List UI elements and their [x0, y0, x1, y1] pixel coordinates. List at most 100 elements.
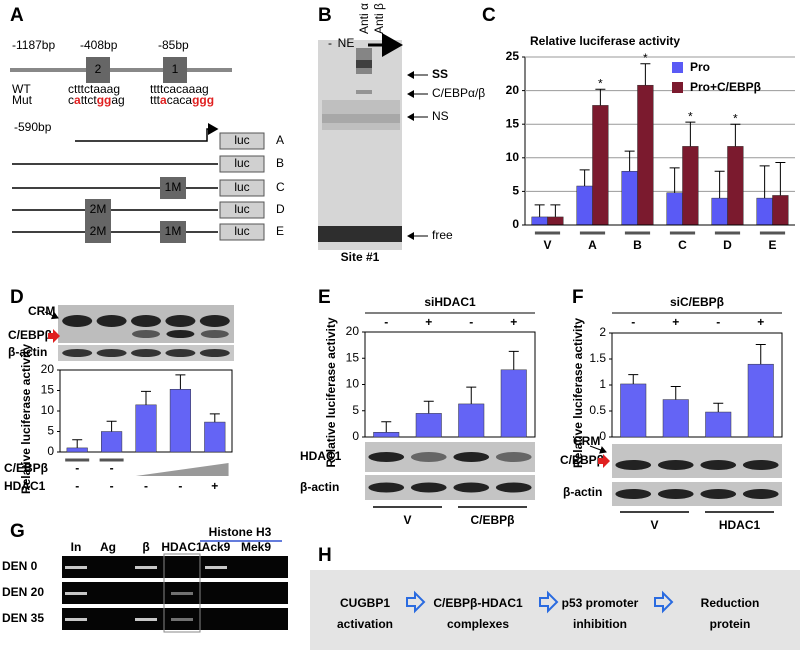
blot-band	[165, 349, 196, 357]
chart-title: Relative luciferase activity	[530, 34, 680, 48]
blot-band	[615, 489, 652, 499]
sequence-part: ag	[111, 93, 124, 107]
construct-line	[75, 123, 219, 142]
lane-label: Ack9	[202, 540, 231, 554]
chart-title: siHDAC1	[424, 295, 476, 309]
y-tick-label: 5	[47, 424, 54, 438]
construct-name: B	[276, 156, 284, 170]
blot-arrow	[589, 445, 607, 454]
y-tick-label: 1.5	[589, 351, 606, 365]
step-note: complexes	[447, 617, 509, 631]
sequence-part: ttct	[81, 93, 98, 107]
mutation-box	[160, 177, 186, 199]
y-tick-label: 0	[352, 429, 359, 443]
construct-name: C	[276, 180, 285, 194]
blot-band	[131, 315, 161, 327]
y-tick-label: 0	[512, 217, 519, 231]
bar	[727, 146, 744, 226]
error-bar	[714, 170, 725, 199]
panel-letter: F	[572, 287, 584, 308]
row-sign: -	[110, 479, 114, 493]
bar	[415, 413, 442, 438]
sequence-part: ttt	[150, 93, 161, 107]
treatment-sign: -	[469, 315, 473, 329]
blot-band	[742, 489, 779, 499]
group-label: Histone H3	[209, 525, 272, 539]
error-bar	[775, 162, 786, 196]
bar	[637, 84, 654, 226]
sequence-part: gg	[97, 93, 112, 107]
blot-label: C/EBPβ	[560, 453, 604, 467]
sequence-part: caca	[167, 93, 193, 107]
error-bar	[628, 374, 639, 384]
blot-band	[131, 349, 161, 357]
error-bar	[534, 204, 545, 217]
row-label: HDAC1	[4, 479, 46, 493]
site-label: 1	[172, 62, 179, 76]
mut-sequence: tttacacaggg	[150, 93, 214, 107]
construct-name: E	[276, 224, 284, 238]
mut-label: Mut	[12, 93, 33, 107]
error-bar	[669, 167, 680, 193]
construct-name: D	[276, 202, 285, 216]
group-label: HDAC1	[719, 518, 761, 532]
bar	[620, 383, 647, 438]
bar	[531, 216, 548, 226]
luc-box	[219, 201, 265, 219]
blot-band	[615, 460, 652, 470]
bar	[101, 431, 123, 453]
blot-band	[200, 330, 229, 338]
step-name: p53 promoter	[562, 596, 639, 610]
position-label: -1187bp	[12, 38, 55, 52]
y-axis-label: Relative luciferase activity	[19, 344, 33, 494]
pathway-arrows	[406, 590, 674, 614]
row-sign: -	[75, 479, 79, 493]
luc-box	[219, 132, 265, 150]
blot-arrow	[44, 311, 59, 320]
y-tick-label: 25	[506, 49, 520, 63]
mutation-box	[85, 221, 111, 243]
significance-mark: *	[643, 51, 648, 65]
bar	[204, 421, 226, 453]
x-tick-label: C	[678, 238, 687, 252]
gel-band	[356, 90, 372, 94]
mutation-label: 2M	[90, 224, 107, 238]
y-tick-label: 20	[346, 324, 360, 338]
gel-band	[65, 566, 87, 569]
significance-mark: *	[688, 109, 693, 123]
blot-band	[199, 349, 230, 357]
bar	[705, 411, 732, 438]
y-tick-label: 15	[346, 350, 360, 364]
blot-label: β-actin	[8, 345, 47, 359]
blot-band	[700, 460, 737, 470]
blot-band	[368, 482, 405, 493]
site-label: Site #1	[341, 250, 380, 264]
mutation-box	[160, 221, 186, 243]
sequence-part: a	[160, 93, 167, 107]
reporter-label: luc	[234, 224, 249, 238]
gel-band	[171, 592, 193, 595]
blot-band	[62, 315, 93, 327]
treatment-sign: -	[384, 315, 388, 329]
bar	[682, 146, 699, 226]
error-bar	[175, 374, 186, 390]
gel-band	[135, 618, 157, 621]
x-tick-label: E	[768, 238, 776, 252]
blot-band	[410, 452, 447, 462]
mutation-label: 1M	[165, 180, 182, 194]
bar	[576, 185, 593, 226]
mutation-label: 1M	[165, 224, 182, 238]
error-bar	[72, 439, 83, 448]
y-axis-label: Relative luciferase activity	[571, 318, 585, 468]
gel-band	[318, 226, 402, 242]
y-tick-label: 20	[41, 362, 55, 376]
legend-swatch	[672, 62, 683, 73]
reporter-label: luc	[234, 133, 249, 147]
blot-band	[657, 489, 694, 499]
bar	[500, 369, 527, 438]
legend-swatch	[672, 82, 683, 93]
lane-label: Mek9	[241, 540, 271, 554]
band-label: NS	[432, 109, 449, 123]
treatment-sign: +	[510, 315, 517, 329]
site-box	[86, 57, 110, 83]
